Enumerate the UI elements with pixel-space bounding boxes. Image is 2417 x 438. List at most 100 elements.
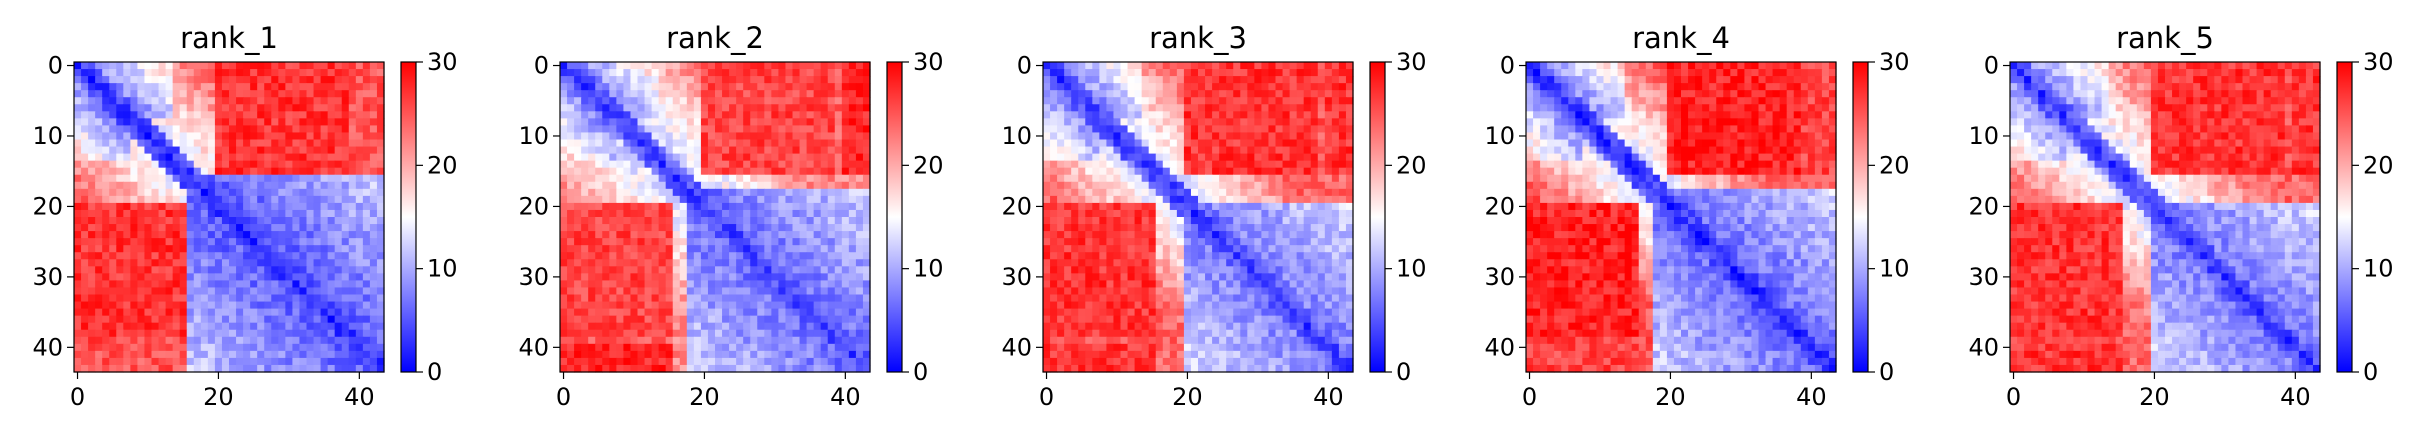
heatmap-cell [95,69,103,77]
heatmap-cell [651,294,660,303]
heatmap-cell [341,167,350,176]
heatmap-cell [560,336,568,345]
heatmap-cell [193,139,202,148]
heatmap-cell [193,153,202,162]
heatmap-cell [1169,118,1178,127]
heatmap-cell [651,343,660,352]
heatmap-cell [207,217,216,225]
heatmap-cell [722,259,730,267]
heatmap-cell [616,118,625,127]
heatmap-cell [1317,209,1326,218]
heatmap-cell [1190,118,1199,127]
heatmap-cell [665,146,674,155]
heatmap-cell [848,160,857,169]
heatmap-cell [834,287,843,296]
heatmap-cell [1162,209,1171,218]
heatmap-cell [271,125,279,134]
heatmap-cell [278,280,286,289]
heatmap-cell [130,118,139,127]
heatmap-cell [806,195,815,204]
heatmap-cell [1212,174,1220,183]
heatmap-cell [1226,160,1234,169]
heatmap-cell [1205,160,1213,169]
heatmap-cell [348,322,357,331]
heatmap-cell [862,125,871,134]
heatmap-cell [376,259,385,267]
heatmap-cell [686,350,695,359]
heatmap-cell [123,350,131,359]
heatmap-cell [1226,118,1234,127]
heatmap-cell [1134,139,1143,148]
heatmap-cell [257,97,265,105]
heatmap-cell [369,132,378,141]
heatmap-cell [1275,97,1284,105]
heatmap-cell [137,217,146,225]
heatmap-cell [285,62,294,70]
heatmap-cell [616,83,625,91]
heatmap-cell [1324,69,1333,77]
heatmap-cell [588,97,596,105]
heatmap-cell [151,209,160,218]
heatmap-cell [644,259,653,267]
heatmap-cell [1162,111,1171,119]
heatmap-cell [609,69,617,77]
heatmap-cell [1247,62,1255,70]
heatmap-cell [179,273,188,282]
heatmap-cell [186,195,195,204]
heatmap-cell [820,308,829,317]
heatmap-cell [355,315,364,324]
heatmap-cell [74,357,82,366]
heatmap-cell [1176,83,1185,91]
heatmap-cell [1183,146,1192,155]
heatmap-cell [623,329,632,338]
heatmap-cells [560,62,871,373]
heatmap-cell [707,329,716,338]
heatmap-cell [1282,97,1291,105]
heatmap-cell [144,364,153,373]
heatmap-cell [74,125,82,134]
heatmap-cell [679,308,688,317]
heatmap-cell [672,139,681,148]
heatmap-cell [658,266,667,274]
heatmap-cell [243,181,251,190]
heatmap-cell [1198,195,1206,204]
heatmap-cell [327,209,336,218]
heatmap-cell [693,76,702,84]
heatmap-cell [1338,104,1347,112]
heatmap-cell [278,364,286,373]
heatmap-cell [757,224,765,232]
heatmap-cell [299,104,308,112]
heatmap-cell [172,146,181,155]
heatmap-cell [313,238,322,246]
heatmap-cell [1120,97,1129,105]
heatmap-cell [102,301,110,310]
heatmap-cell [214,217,223,225]
heatmap-cell [1331,104,1340,112]
heatmap-cell [369,174,378,183]
heatmap-cell [693,266,702,274]
heatmap-cell [221,266,230,274]
heatmap-cell [820,139,829,148]
heatmap-cell [750,238,758,246]
heatmap-cell [214,209,223,218]
heatmap-cell [271,146,279,155]
heatmap-cell [1233,111,1241,119]
heatmap-cell [102,217,110,225]
heatmap-cell [320,62,329,70]
heatmap-cell [362,266,371,274]
heatmap-cell [95,329,103,338]
heatmap-cell [1205,188,1213,197]
heatmap-cell [81,118,89,127]
heatmap-cell [736,188,744,197]
heatmap-cell [144,97,153,105]
heatmap-cell [686,287,695,296]
heatmap-cell [792,125,801,134]
heatmap-cell [369,364,378,373]
heatmap-cell [1261,195,1270,204]
heatmap-cell [1099,83,1108,91]
heatmap-cell [285,231,294,239]
heatmap-cell [123,69,131,77]
heatmap-cell [348,252,357,260]
heatmap-cell [376,202,385,211]
heatmap-cell [1064,231,1072,239]
